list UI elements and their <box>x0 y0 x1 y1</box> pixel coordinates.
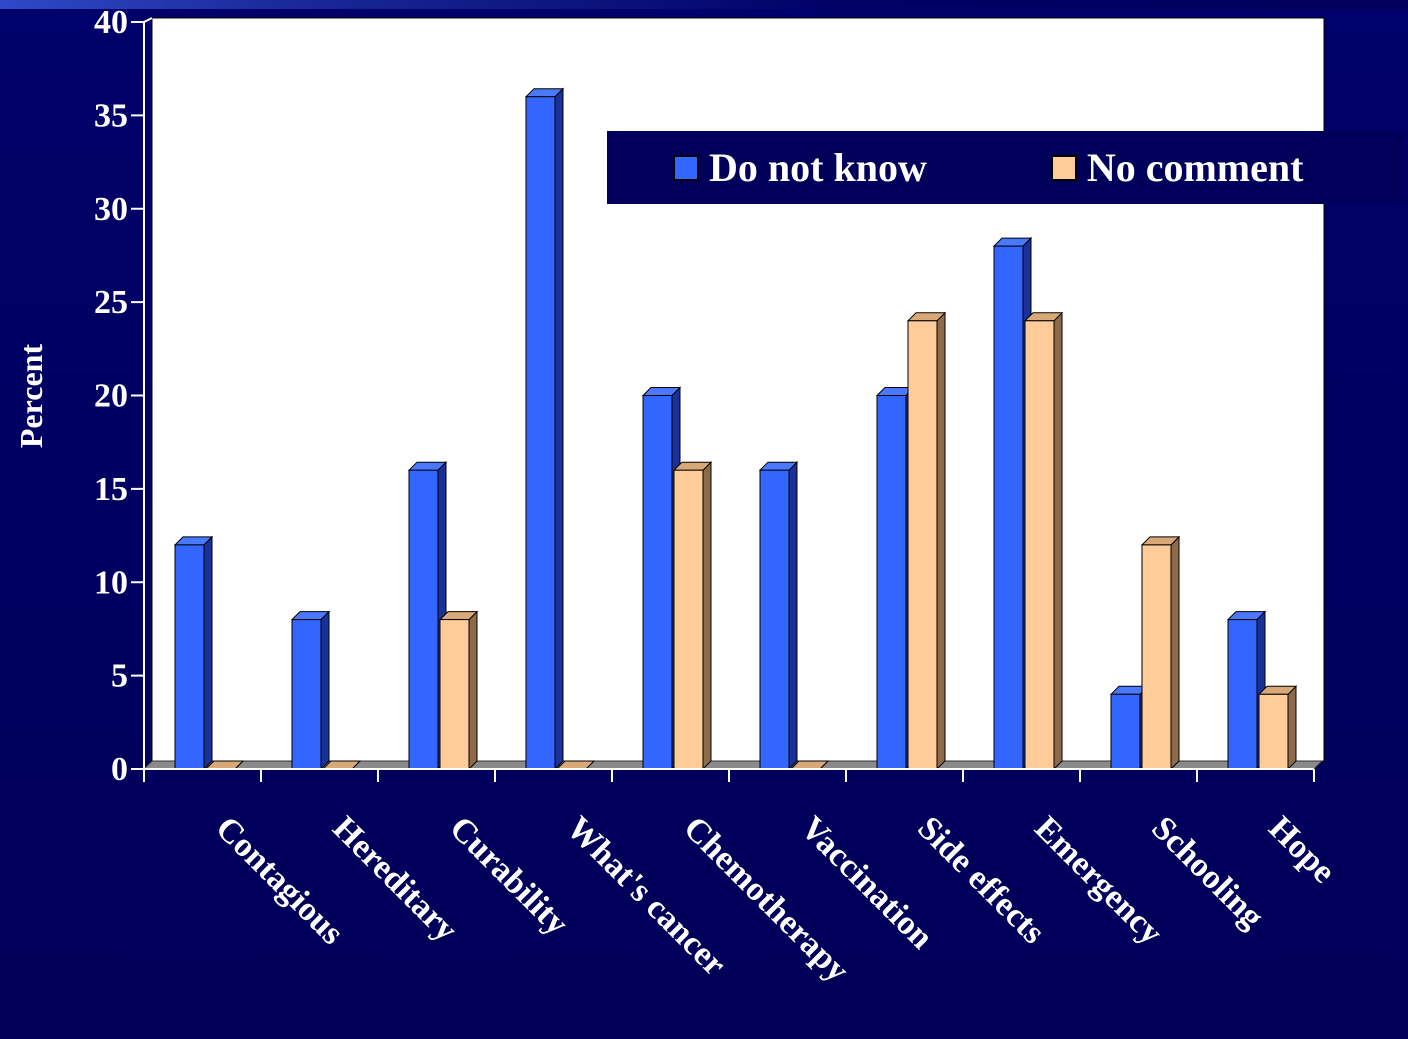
y-tick-label-30: 30 <box>94 191 128 228</box>
bar-do-not-know-hope <box>1227 619 1258 770</box>
legend-label-do-not-know: Do not know <box>709 145 927 190</box>
bar-do-not-know-vaccination-side <box>788 460 798 771</box>
bar-no-comment-emergency <box>1024 320 1055 770</box>
bar-do-not-know-vaccination <box>759 469 790 770</box>
bar-no-comment-schooling <box>1141 544 1172 770</box>
bar-do-not-know-contagious <box>174 544 205 770</box>
bar-do-not-know-chemotherapy <box>642 395 673 770</box>
bar-no-comment-side-effects-side <box>936 311 946 771</box>
y-tick-label-0: 0 <box>111 751 128 788</box>
x-category-label-schooling: Schooling <box>1144 809 1270 935</box>
y-tick-label-25: 25 <box>94 284 128 321</box>
y-tick-label-35: 35 <box>94 97 128 134</box>
bar-no-comment-hope <box>1258 693 1289 770</box>
bar-do-not-know-side-effects <box>876 395 907 770</box>
bar-no-comment-emergency-side <box>1053 311 1063 771</box>
bar-do-not-know-contagious-side <box>203 535 213 771</box>
legend-swatch-do-not-know <box>673 154 699 181</box>
legend-entry-no-comment: No comment <box>1050 144 1304 191</box>
y-axis-title: Percent <box>13 344 49 449</box>
legend-label-no-comment: No comment <box>1086 145 1304 190</box>
y-axis-depth-line <box>143 17 153 23</box>
bar-no-comment-side-effects <box>907 320 938 770</box>
legend-swatch-no-comment <box>1050 154 1077 181</box>
bar-do-not-know-hereditary <box>291 619 322 770</box>
bar-no-comment-chemotherapy-side <box>702 460 712 771</box>
bar-no-comment-chemotherapy <box>673 469 704 770</box>
axes-group <box>131 17 1315 782</box>
bar-do-not-know-curability <box>408 469 439 770</box>
bar-do-not-know-what-s-cancer-side <box>554 87 564 771</box>
bar-no-comment-schooling-side <box>1170 535 1180 771</box>
bar-no-comment-curability <box>439 619 470 770</box>
bar-do-not-know-what-s-cancer <box>525 96 556 770</box>
bar-no-comment-curability-side <box>468 610 478 771</box>
bar-do-not-know-emergency <box>993 245 1024 770</box>
bar-do-not-know-hereditary-side <box>320 610 330 771</box>
y-tick-label-5: 5 <box>111 658 128 695</box>
y-tick-label-15: 15 <box>94 471 128 508</box>
y-tick-label-20: 20 <box>94 378 128 415</box>
bar-no-comment-hope-side <box>1287 685 1297 771</box>
legend-entry-do-not-know: Do not know <box>673 144 927 191</box>
x-category-label-hope: Hope <box>1261 809 1342 890</box>
y-tick-label-10: 10 <box>94 564 128 601</box>
y-tick-label-40: 40 <box>94 4 128 41</box>
bar-do-not-know-schooling <box>1110 693 1141 770</box>
top-accent-bar <box>0 0 1408 9</box>
chart-legend: Do not know No comment <box>607 131 1405 204</box>
